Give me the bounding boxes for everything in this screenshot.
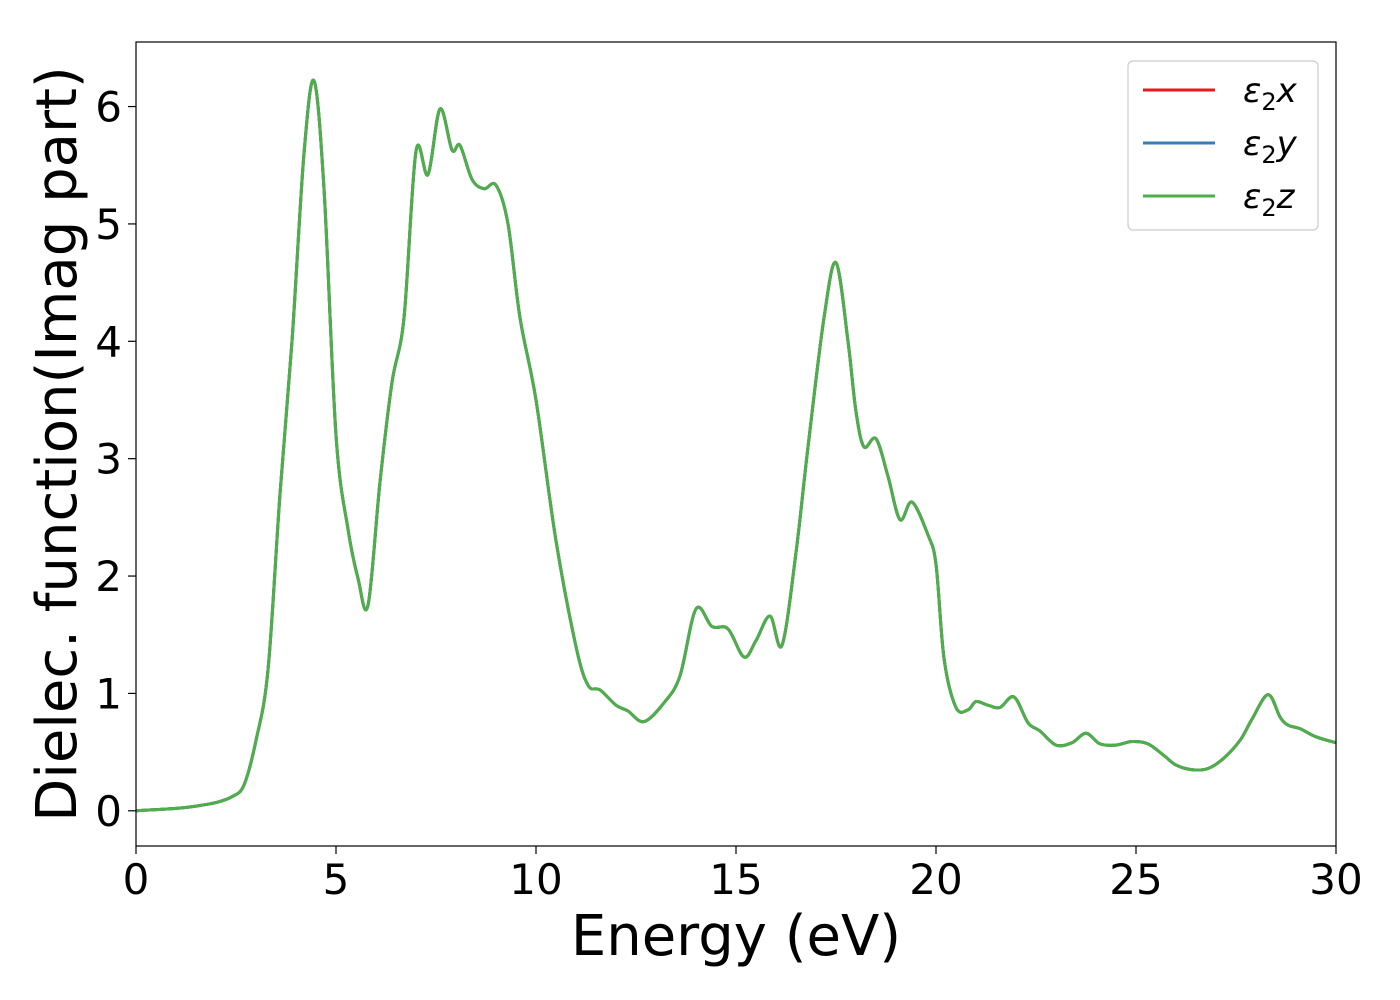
- y-tick-label: 3: [95, 435, 122, 484]
- legend-label-eps2-z: ε2z: [1243, 177, 1296, 222]
- legend-label-eps2-x: ε2x: [1243, 71, 1298, 116]
- series-line-eps2-z: [136, 78, 1336, 813]
- y-axis-title: Dielec. function(Imag part): [25, 66, 90, 822]
- y-tick-label: 5: [95, 200, 122, 249]
- y-tick-label: 6: [95, 83, 122, 132]
- x-tick-label: 5: [323, 855, 350, 904]
- x-tick-label: 25: [1109, 855, 1162, 904]
- x-tick-label: 30: [1309, 855, 1362, 904]
- y-tick-label: 4: [95, 317, 122, 366]
- y-axis: 0 1 2 3 4 5 6: [95, 83, 136, 836]
- x-axis-title: Energy (eV): [571, 904, 901, 969]
- legend: ε2x ε2y ε2z: [1127, 60, 1319, 231]
- y-tick-label: 0: [95, 787, 122, 836]
- series-layer: [136, 78, 1336, 813]
- y-tick-label: 2: [95, 552, 122, 601]
- x-tick-label: 10: [509, 855, 562, 904]
- x-tick-label: 20: [909, 855, 962, 904]
- y-tick-label: 1: [95, 669, 122, 718]
- x-axis: 0 5 10 15 20 25 30: [123, 846, 1363, 904]
- x-tick-label: 0: [123, 855, 150, 904]
- x-tick-label: 15: [709, 855, 762, 904]
- legend-label-eps2-y: ε2y: [1243, 124, 1298, 169]
- legend-box: [1127, 60, 1319, 231]
